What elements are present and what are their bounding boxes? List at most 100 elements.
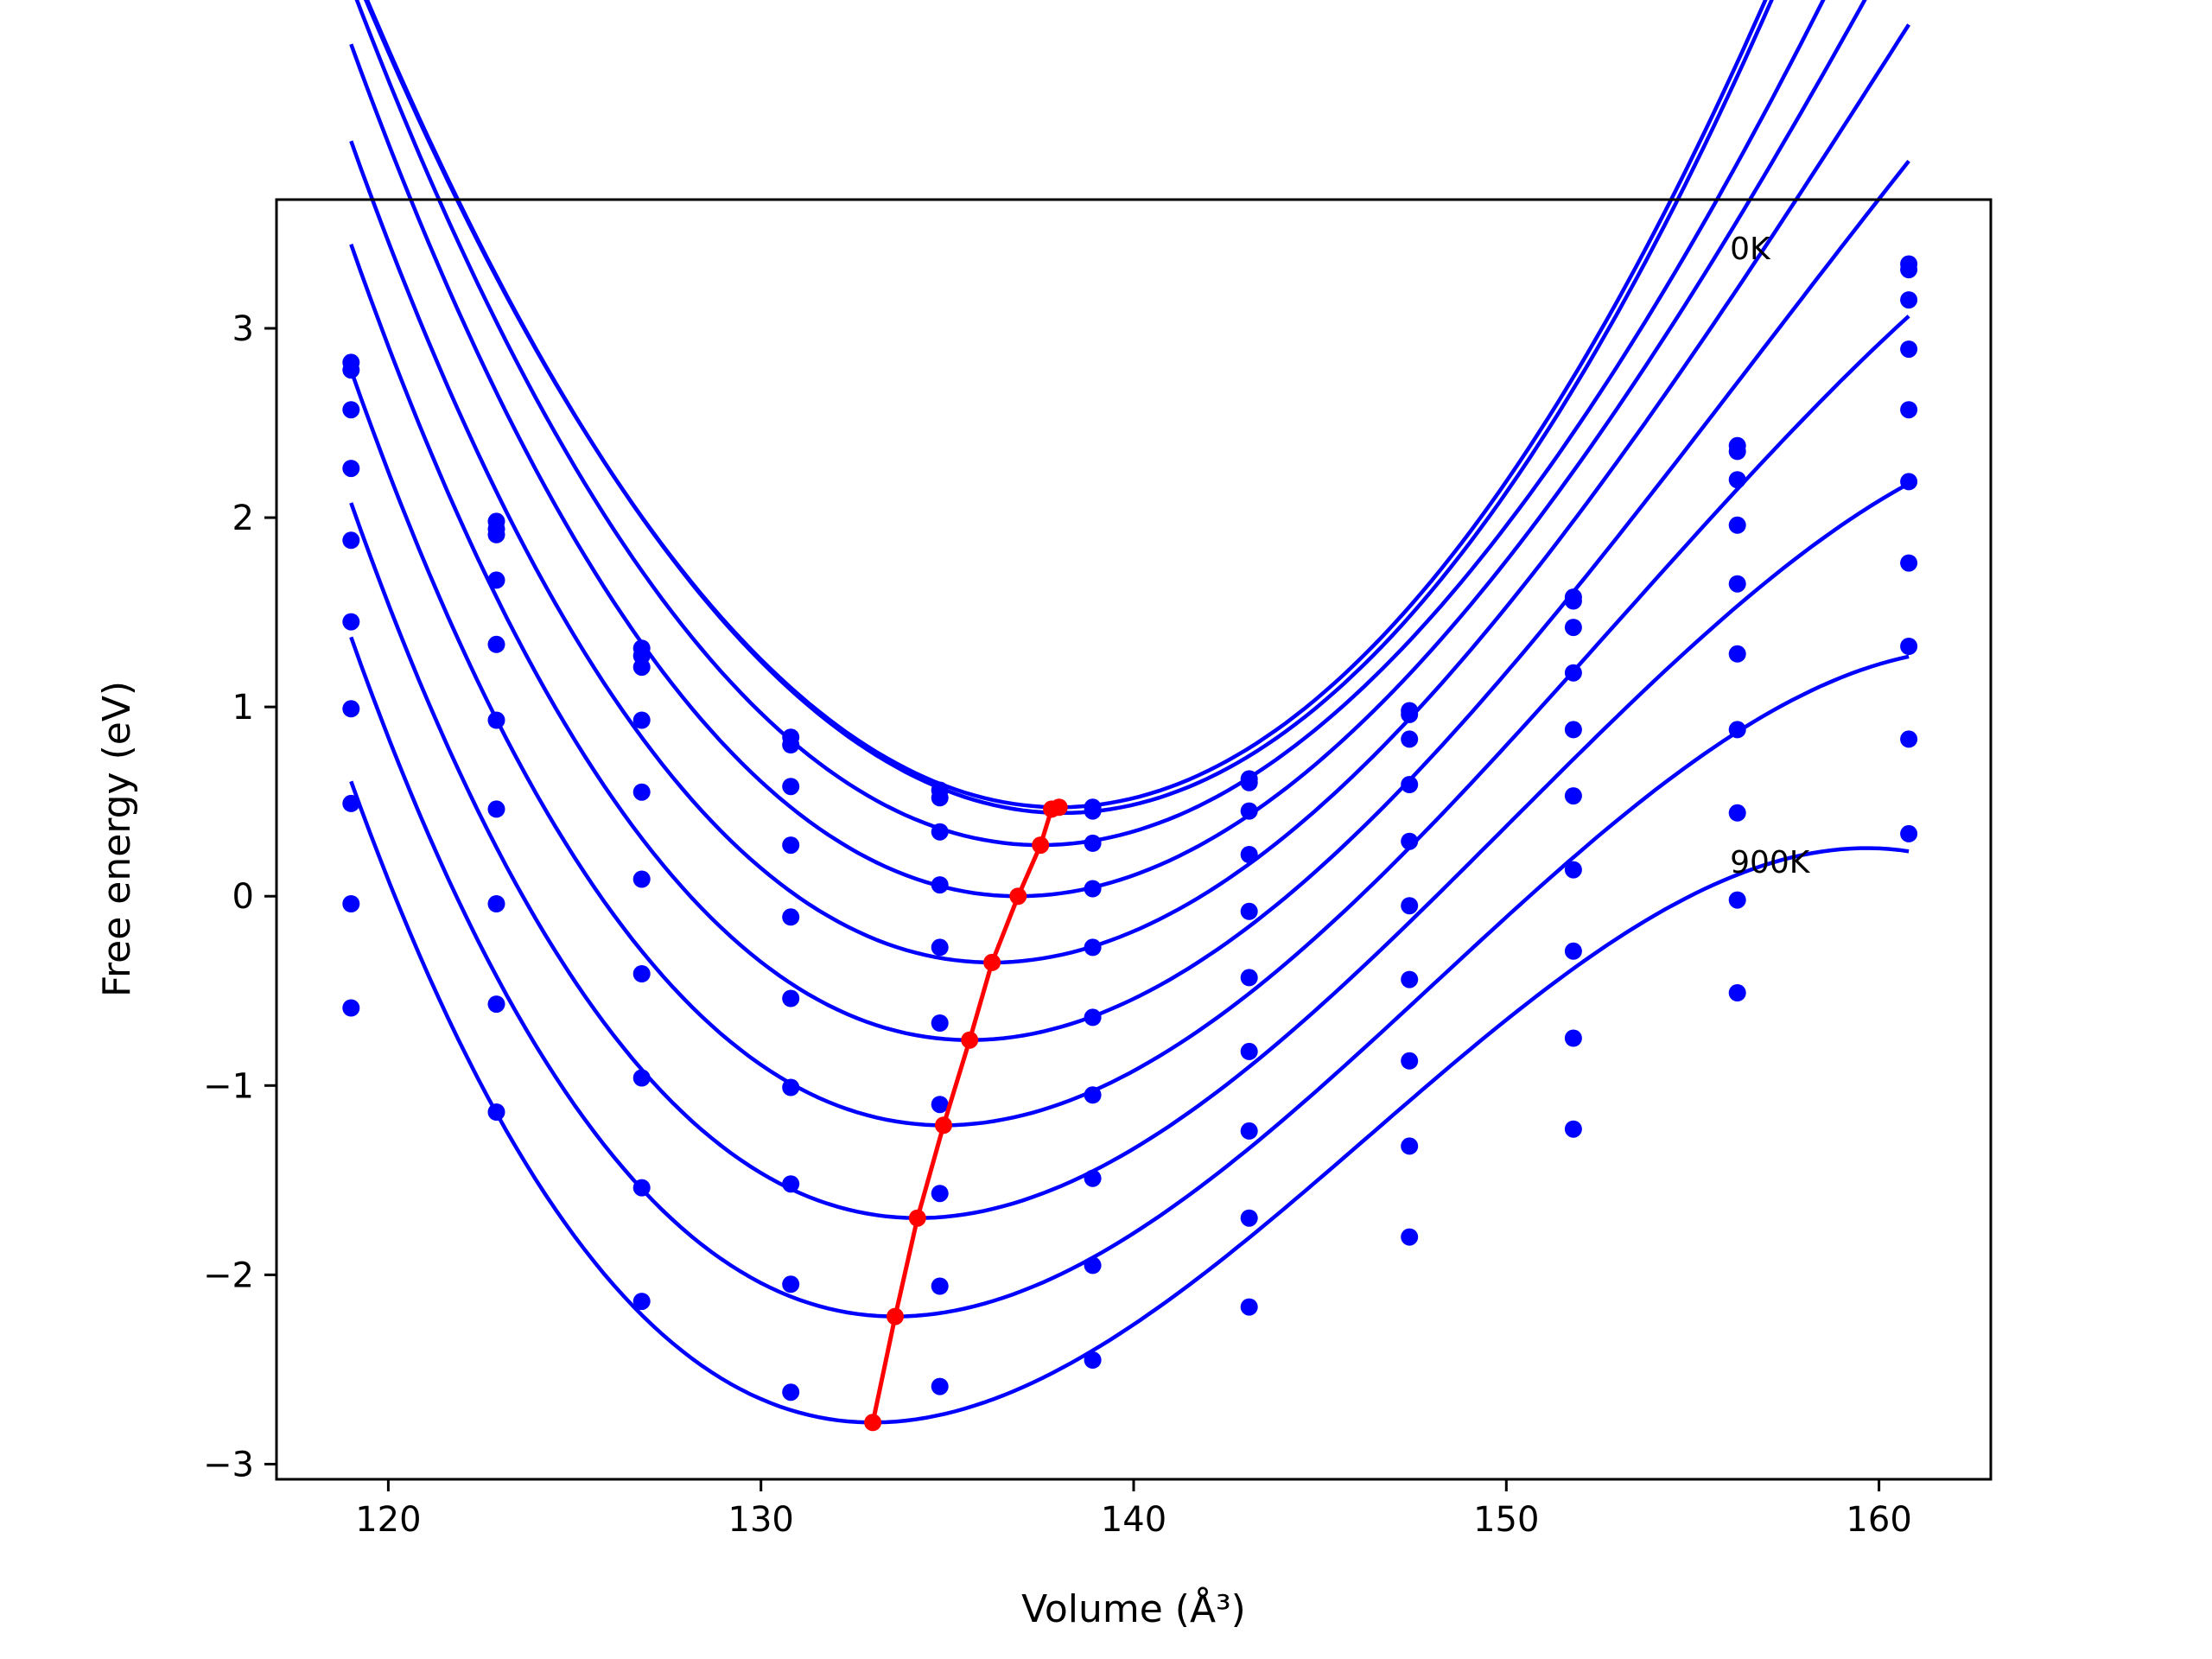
fit-curve-3: [349, 0, 1867, 899]
data-point-s4-3: [782, 908, 800, 926]
data-point-s9-9: [1728, 984, 1746, 1001]
data-point-s4-2: [632, 783, 651, 801]
data-point-s5-6: [1240, 969, 1258, 987]
data-point-s9-5: [1084, 1351, 1102, 1369]
data-point-s1-7: [1401, 705, 1419, 723]
data-point-s8-6: [1240, 1209, 1258, 1227]
data-point-s3-1: [487, 571, 505, 589]
y-axis: 3 2 1 0 −1 −2 −3: [203, 309, 276, 1484]
data-point-s3-10: [1900, 340, 1918, 359]
data-point-s6-6: [1240, 1042, 1258, 1060]
data-point-s5-7: [1401, 897, 1419, 915]
data-point-s5-4: [931, 1014, 949, 1032]
data-point-s2-8: [1564, 619, 1582, 637]
data-point-s9-2: [632, 1293, 651, 1311]
fit-curves: [349, 0, 1910, 1425]
data-point-s3-2: [632, 711, 651, 729]
data-point-s6-0: [342, 700, 360, 718]
fit-curve-6: [349, 315, 1910, 1128]
data-point-s7-1: [487, 895, 505, 912]
minima-point-4: [983, 953, 1001, 971]
data-point-s4-6: [1240, 902, 1258, 920]
y-tick-label-1: 2: [232, 499, 254, 538]
data-point-s8-8: [1564, 1029, 1582, 1047]
data-point-s3-0: [342, 460, 360, 478]
data-point-s8-1: [487, 995, 505, 1014]
fit-curve-9: [349, 780, 1910, 1425]
data-point-s4-8: [1564, 721, 1582, 739]
data-point-s8-7: [1401, 1137, 1419, 1155]
data-point-s4-1: [487, 635, 505, 653]
x-tick-label-160: 160: [1846, 1500, 1911, 1540]
data-point-s9-10: [1900, 824, 1918, 842]
x-tick-label-120: 120: [355, 1500, 421, 1540]
data-point-s6-8: [1564, 861, 1582, 879]
data-point-s7-7: [1401, 1052, 1419, 1070]
minima-point-3: [1009, 887, 1027, 906]
data-point-s5-1: [487, 711, 505, 729]
data-point-s7-10: [1900, 638, 1918, 655]
minima-point-6: [935, 1116, 952, 1135]
data-point-s3-3: [782, 836, 800, 855]
y-tick-label-6: −3: [203, 1445, 254, 1484]
data-point-s1-5: [1084, 802, 1102, 820]
data-point-s6-2: [632, 965, 651, 982]
data-point-s8-2: [632, 1179, 651, 1197]
x-axis-title: Volume (Å³): [1021, 1586, 1246, 1631]
data-point-s4-5: [1084, 938, 1102, 957]
data-point-s4-7: [1401, 832, 1419, 850]
data-point-s2-3: [782, 778, 800, 796]
x-tick-label-130: 130: [728, 1500, 794, 1540]
data-point-s9-0: [342, 999, 360, 1017]
data-point-s6-3: [782, 1078, 800, 1096]
data-point-s1-10: [1900, 261, 1918, 279]
data-point-s5-2: [632, 870, 651, 888]
data-point-s2-10: [1900, 291, 1918, 309]
minima-point-9: [864, 1414, 882, 1432]
data-point-s8-3: [782, 1275, 800, 1294]
data-point-s5-5: [1084, 1008, 1102, 1027]
fit-curve-7: [349, 481, 1910, 1220]
fit-curve-5: [349, 160, 1910, 1042]
data-point-s5-9: [1728, 645, 1746, 663]
y-tick-label-4: −1: [203, 1066, 254, 1106]
annotation-900k: 900K: [1730, 845, 1811, 880]
data-point-s8-9: [1728, 891, 1746, 909]
x-axis: 120 130 140 150 160: [355, 1479, 1912, 1540]
data-point-s2-4: [931, 823, 949, 841]
data-point-s3-8: [1564, 664, 1582, 682]
minima-point-8: [887, 1307, 904, 1325]
minima-line: [870, 804, 1060, 1423]
data-point-s7-4: [931, 1185, 949, 1203]
minima-point-2: [1032, 836, 1050, 855]
data-point-s1-4: [931, 789, 949, 807]
data-point-s1-3: [782, 736, 800, 753]
data-point-s3-4: [931, 876, 949, 894]
fit-curve-2: [354, 0, 1826, 848]
data-point-s9-4: [931, 1377, 949, 1395]
data-point-s7-2: [632, 1069, 651, 1087]
x-tick-label-150: 150: [1473, 1500, 1539, 1540]
x-tick-label-140: 140: [1101, 1500, 1166, 1540]
data-point-s7-8: [1564, 942, 1582, 960]
data-point-s1-6: [1240, 773, 1258, 791]
data-point-s6-5: [1084, 1086, 1102, 1104]
data-point-s2-7: [1401, 730, 1419, 748]
minima-point-5: [961, 1031, 979, 1049]
data-point-s7-6: [1240, 1122, 1258, 1140]
minima-series: [864, 798, 1068, 1432]
data-point-s8-0: [342, 895, 360, 912]
data-point-s4-4: [931, 938, 949, 957]
data-point-s6-10: [1900, 554, 1918, 572]
data-point-s1-8: [1564, 592, 1582, 610]
y-tick-label-5: −2: [203, 1255, 254, 1295]
data-point-s5-3: [782, 989, 800, 1007]
data-point-s9-1: [487, 1103, 505, 1121]
minima-point-1: [1043, 800, 1061, 818]
data-point-s3-7: [1401, 776, 1419, 793]
y-tick-label-3: 0: [232, 877, 254, 917]
data-point-s3-6: [1240, 846, 1258, 863]
data-point-s6-9: [1728, 721, 1746, 739]
data-point-s3-5: [1084, 880, 1102, 898]
